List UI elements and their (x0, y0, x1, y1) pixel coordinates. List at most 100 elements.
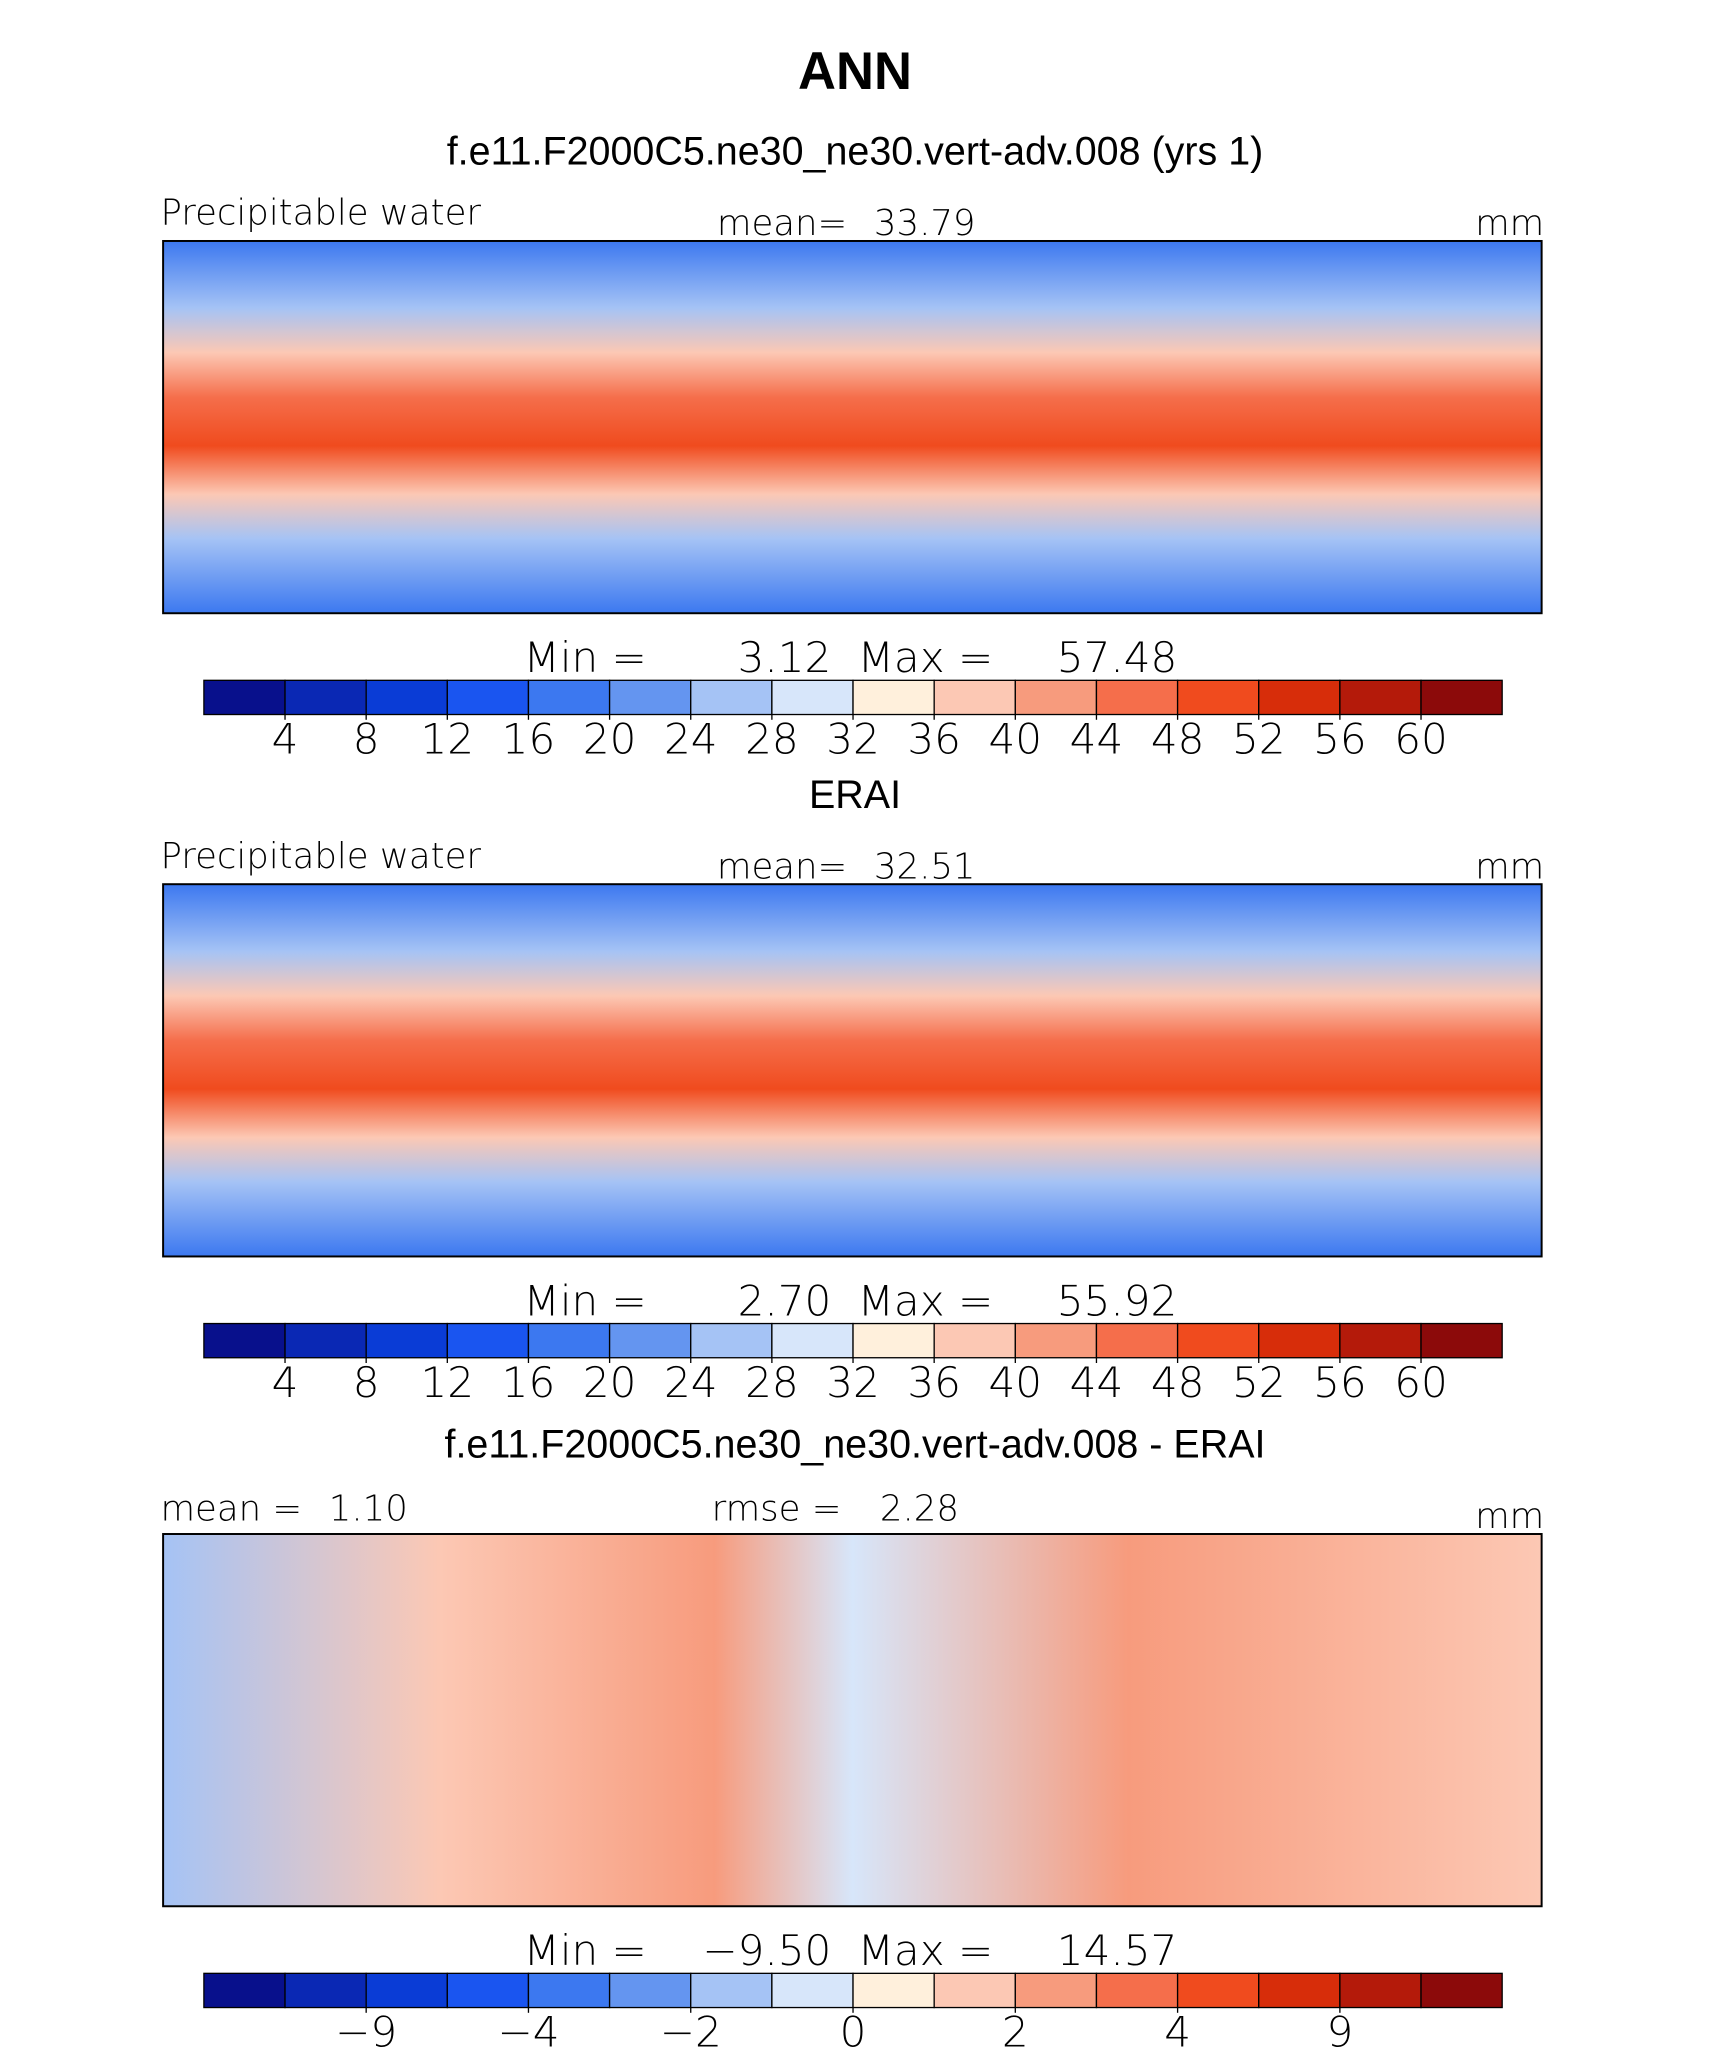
colorbar-tick-label: 32 (826, 715, 880, 764)
colorbar-tick-label: 0 (840, 2008, 867, 2057)
colorbar-box (1339, 1972, 1422, 2009)
max-value: 55.92 (1057, 1276, 1177, 1325)
panel-title: f.e11.F2000C5.ne30_ne30.vert-adv.008 (yr… (447, 130, 1264, 174)
colorbar-tick-label: 36 (907, 1358, 961, 1407)
colorbar-box (852, 679, 935, 716)
colorbar-box (1176, 1322, 1260, 1359)
colorbar-tick-label: 48 (1151, 1358, 1205, 1407)
colorbar-tick-label: 8 (353, 715, 380, 764)
colorbar-box (1420, 1972, 1503, 2009)
colorbar-box (1339, 1322, 1422, 1359)
colorbar-box (690, 679, 773, 716)
colorbar-tick-label: 12 (421, 715, 475, 764)
colorbar-box (1258, 1972, 1341, 2009)
map (162, 1533, 1543, 1908)
units: mm (1475, 846, 1544, 887)
colorbar-box (527, 679, 611, 716)
min-value: 3.12 (738, 633, 832, 682)
colorbar-tick-label: 28 (745, 1358, 799, 1407)
colorbar-box (1014, 679, 1098, 716)
variable-name: Precipitable water (160, 193, 481, 234)
colorbar-box (1095, 1972, 1179, 2009)
colorbar-tick-label: −4 (497, 2008, 559, 2057)
variable-name: Precipitable water (160, 836, 481, 877)
stat-label: mean= (717, 846, 847, 887)
max-value: 57.48 (1057, 633, 1177, 682)
colorbar-box (203, 679, 286, 716)
colorbar-tick-label: 40 (989, 1358, 1043, 1407)
colorbar-box (1420, 679, 1503, 716)
min-label: Min = (524, 633, 647, 682)
stat-value: 2.28 (880, 1488, 959, 1529)
min-label: Min = (524, 1926, 647, 1975)
colorbar-tick-label: 4 (272, 1358, 299, 1407)
max-label: Max = (858, 1276, 994, 1325)
colorbar-box (933, 1322, 1016, 1359)
stat-label: rmse = (712, 1488, 842, 1529)
colorbar-box (933, 679, 1016, 716)
colorbar-box (1258, 1322, 1341, 1359)
colorbar-tick-label: 16 (502, 1358, 556, 1407)
panel-title: ERAI (809, 773, 901, 817)
colorbar-tick-label: 24 (664, 715, 718, 764)
colorbar-box (608, 679, 692, 716)
min-label: Min = (524, 1276, 647, 1325)
colorbar-tick-label: 8 (353, 1358, 380, 1407)
colorbar-box (608, 1972, 692, 2009)
colorbar-tick-label: 56 (1313, 715, 1367, 764)
stat-value: 1.10 (329, 1488, 408, 1529)
stat-value: 32.51 (874, 846, 976, 887)
stat-label: mean = (160, 1488, 302, 1529)
colorbar-tick-label: 52 (1232, 1358, 1286, 1407)
colorbar-tick-label: 40 (989, 715, 1043, 764)
colorbar-tick-label: −2 (660, 2008, 722, 2057)
max-value: 14.57 (1057, 1926, 1177, 1975)
min-value: 2.70 (738, 1276, 832, 1325)
colorbar-box (203, 1972, 286, 2009)
colorbar-box (365, 1972, 448, 2009)
colorbar-tick-label: 28 (745, 715, 799, 764)
colorbar-tick-label: 2 (1002, 2008, 1029, 2057)
colorbar-tick-label: 20 (583, 715, 637, 764)
colorbar-box (1339, 679, 1422, 716)
max-label: Max = (858, 1926, 994, 1975)
colorbar-box (771, 1322, 854, 1359)
colorbar-box (1176, 1972, 1260, 2009)
figure-title: ANN (798, 42, 912, 101)
colorbar-tick-label: 56 (1313, 1358, 1367, 1407)
colorbar-box (203, 1322, 286, 1359)
colorbar-tick-label: 32 (826, 1358, 880, 1407)
colorbar-box (1258, 679, 1341, 716)
colorbar-box (771, 679, 854, 716)
colorbar-tick-label: 12 (421, 1358, 475, 1407)
colorbar-box (1420, 1322, 1503, 1359)
colorbar-tick-label: 52 (1232, 715, 1286, 764)
colorbar-tick-label: 36 (907, 715, 961, 764)
colorbar-box (1014, 1972, 1098, 2009)
stat-label: mean= (717, 203, 847, 244)
colorbar-tick-label: 9 (1326, 2008, 1353, 2057)
colorbar-box (771, 1972, 854, 2009)
colorbar-tick-label: 4 (1164, 2008, 1191, 2057)
colorbar-box (933, 1972, 1016, 2009)
colorbar-tick-label: 16 (502, 715, 556, 764)
colorbar-tick-label: −9 (335, 2008, 397, 2057)
colorbar-box (365, 679, 448, 716)
colorbar-box (527, 1322, 611, 1359)
colorbar-box (1095, 679, 1179, 716)
min-value: −9.50 (702, 1926, 831, 1975)
panel-title: f.e11.F2000C5.ne30_ne30.vert-adv.008 - E… (444, 1423, 1265, 1467)
colorbar-tick-label: 20 (583, 1358, 637, 1407)
map (162, 883, 1543, 1258)
max-label: Max = (858, 633, 994, 682)
colorbar-box (852, 1972, 935, 2009)
colorbar-box (852, 1322, 935, 1359)
colorbar-tick-label: 48 (1151, 715, 1205, 764)
colorbar-tick-label: 4 (272, 715, 299, 764)
colorbar-box (1014, 1322, 1098, 1359)
map (162, 239, 1543, 615)
colorbar-box (446, 679, 530, 716)
colorbar-box (1095, 1322, 1179, 1359)
